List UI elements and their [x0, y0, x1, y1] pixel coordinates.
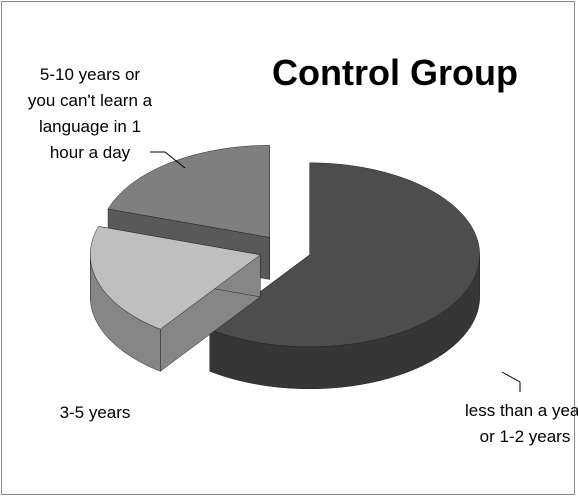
slice-label: 3-5 years	[59, 403, 131, 422]
chart-title: Control Group	[272, 52, 518, 93]
pie-slice	[107, 145, 270, 238]
slice-label: 5-10 years or you can't learn a language…	[27, 65, 153, 162]
leader-line	[150, 151, 186, 169]
pie-slice	[90, 226, 261, 330]
pie-slice	[209, 162, 480, 348]
leader-line	[501, 371, 521, 392]
slice-label: less than a year or 1-2 years	[465, 401, 578, 446]
